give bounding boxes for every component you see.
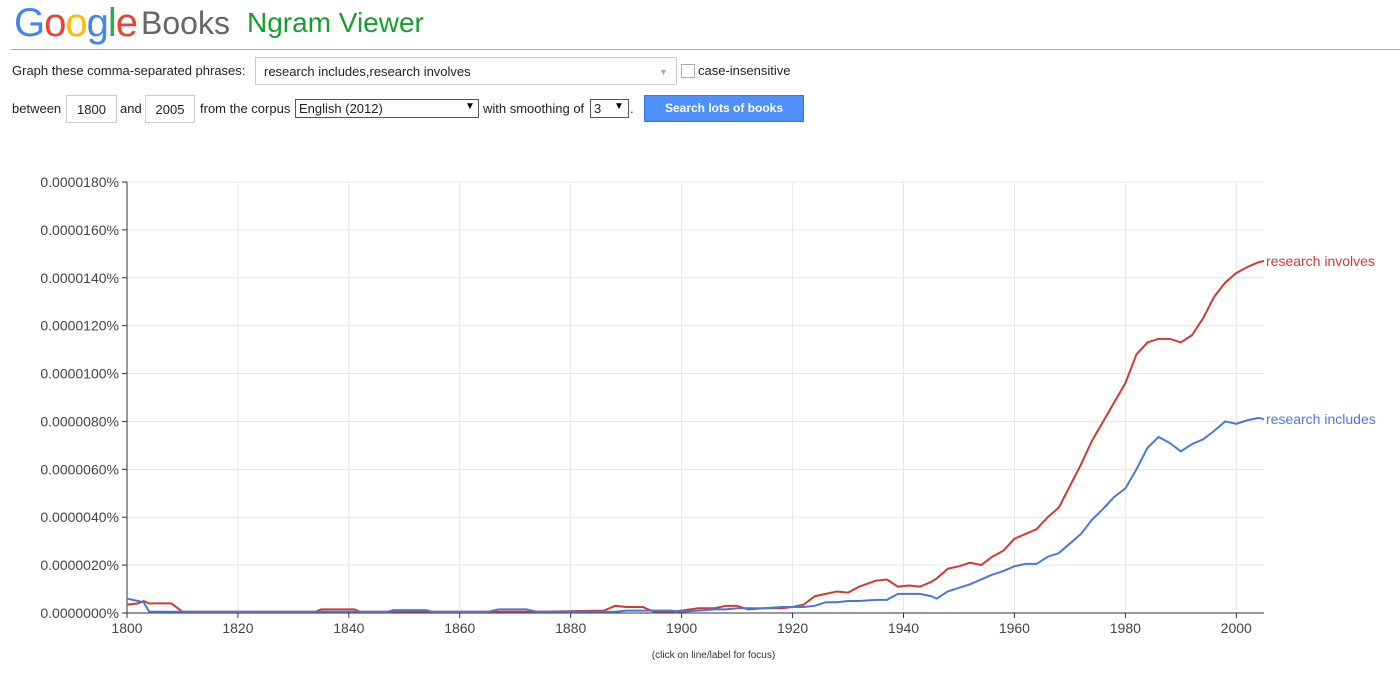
- x-tick-label: 2000: [1221, 620, 1252, 636]
- x-tick-label: 1920: [777, 620, 808, 636]
- brand: Books: [141, 5, 230, 41]
- x-tick-label: 1960: [999, 620, 1030, 636]
- select-arrow: ▼: [614, 101, 624, 112]
- search-button[interactable]: Search lots of books: [644, 95, 804, 122]
- y-tick-label: 0.0000140%: [40, 270, 119, 286]
- series-line[interactable]: [126, 260, 1265, 613]
- case-checkbox[interactable]: [681, 64, 695, 78]
- corpus-label: from the corpus: [200, 101, 291, 116]
- header-rule: [11, 49, 1400, 50]
- x-tick-label: 1980: [1110, 620, 1141, 636]
- y-tick-label: 0.0000160%: [40, 222, 119, 238]
- x-tick-label: 1880: [555, 620, 586, 636]
- smoothing-label: with smoothing of: [483, 101, 585, 116]
- x-tick-label: 1940: [888, 620, 919, 636]
- x-tick-label: 1820: [222, 620, 253, 636]
- footnote: (click on line/label for focus): [652, 650, 775, 661]
- y-tick-label: 0.0000100%: [40, 366, 119, 382]
- series-label[interactable]: research involves: [1266, 253, 1375, 269]
- y-tick-label: 0.0000120%: [40, 318, 119, 334]
- x-tick-label: 1900: [666, 620, 697, 636]
- series-line[interactable]: [126, 416, 1265, 613]
- y-tick-label: 0.0000020%: [40, 557, 119, 573]
- between-label: between: [12, 101, 62, 116]
- y-tick-label: 0.0000000%: [40, 605, 119, 621]
- period: .: [630, 101, 634, 116]
- corpus-select[interactable]: English (2012): [295, 99, 479, 118]
- y-tick-label: 0.0000180%: [40, 174, 119, 190]
- x-tick-label: 1840: [333, 620, 364, 636]
- and-label: and: [120, 101, 142, 116]
- product-title: Ngram Viewer: [247, 7, 424, 38]
- case-label: case-insensitive: [698, 63, 791, 78]
- x-tick-label: 1800: [111, 620, 142, 636]
- dropdown-arrow: ▼: [659, 67, 668, 77]
- series-label[interactable]: research includes: [1266, 411, 1376, 427]
- phrases-input[interactable]: research includes,research involves: [255, 57, 677, 85]
- y-tick-label: 0.0000080%: [40, 413, 119, 429]
- select-arrow: ▼: [465, 101, 475, 112]
- start-year-input[interactable]: 1800: [66, 95, 117, 123]
- x-tick-label: 1860: [444, 620, 475, 636]
- end-year-input[interactable]: 2005: [145, 95, 195, 123]
- logo: Google: [14, 1, 138, 45]
- y-tick-label: 0.0000060%: [40, 461, 119, 477]
- y-tick-label: 0.0000040%: [40, 509, 119, 525]
- smoothing-select[interactable]: 3: [590, 99, 629, 118]
- phrases-label: Graph these comma-separated phrases:: [12, 63, 246, 78]
